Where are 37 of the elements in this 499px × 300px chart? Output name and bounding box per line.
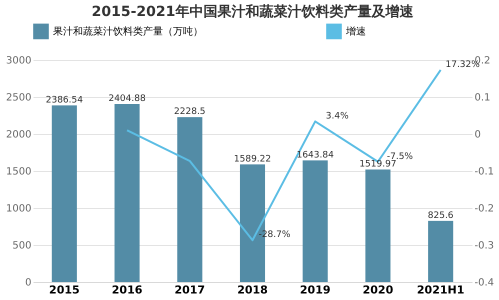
legend-label: 果汁和蔬菜汁饮料类产量（万吨） bbox=[53, 25, 203, 38]
y-tick-label: 0 bbox=[25, 278, 32, 288]
y2-tick-label: -0.2 bbox=[474, 204, 494, 214]
bar bbox=[365, 170, 390, 282]
y-tick-label: 1500 bbox=[6, 166, 32, 178]
data-label: 825.6 bbox=[428, 210, 454, 221]
bar bbox=[428, 220, 454, 282]
chart-title: 2015-2021年中国果汁和蔬菜汁饮料类产量及增速 bbox=[92, 3, 414, 20]
y-tick-label: 3000 bbox=[6, 56, 32, 66]
y-tick-label: 2500 bbox=[6, 92, 32, 104]
data-label: 1519.97 bbox=[359, 160, 397, 170]
x-tick-label: 2016 bbox=[112, 284, 143, 296]
bar bbox=[52, 105, 77, 282]
x-tick-label: 2019 bbox=[300, 284, 331, 296]
data-label: 2386.54 bbox=[46, 95, 84, 106]
x-tick-label: 2017 bbox=[174, 284, 206, 296]
data-label: 2228.5 bbox=[174, 107, 206, 118]
data-label: 2404.88 bbox=[108, 94, 146, 104]
x-tick-label: 2020 bbox=[362, 284, 394, 296]
y2-tick-label: -0.4 bbox=[474, 278, 494, 288]
data-label: 1589.22 bbox=[234, 154, 272, 164]
data-label: 3.4% bbox=[326, 111, 350, 122]
y2-tick-label: 0.1 bbox=[474, 92, 490, 104]
x-tick-label: 2018 bbox=[237, 284, 268, 296]
y-tick-label: 1000 bbox=[6, 204, 32, 214]
y2-tick-label: 0 bbox=[474, 130, 481, 140]
y2-tick-label: -0.1 bbox=[474, 166, 494, 178]
x-tick-label: 2021H1 bbox=[416, 284, 464, 296]
x-tick-label: 2015 bbox=[49, 284, 80, 296]
bar bbox=[302, 160, 328, 282]
bar bbox=[177, 117, 202, 282]
y-tick-label: 2000 bbox=[6, 130, 32, 140]
bar bbox=[114, 104, 140, 282]
legend-label: 增速 bbox=[345, 25, 366, 38]
data-label: 1643.84 bbox=[296, 150, 334, 160]
y-tick-label: 500 bbox=[12, 240, 32, 252]
y2-tick-label: -0.3 bbox=[474, 240, 494, 252]
